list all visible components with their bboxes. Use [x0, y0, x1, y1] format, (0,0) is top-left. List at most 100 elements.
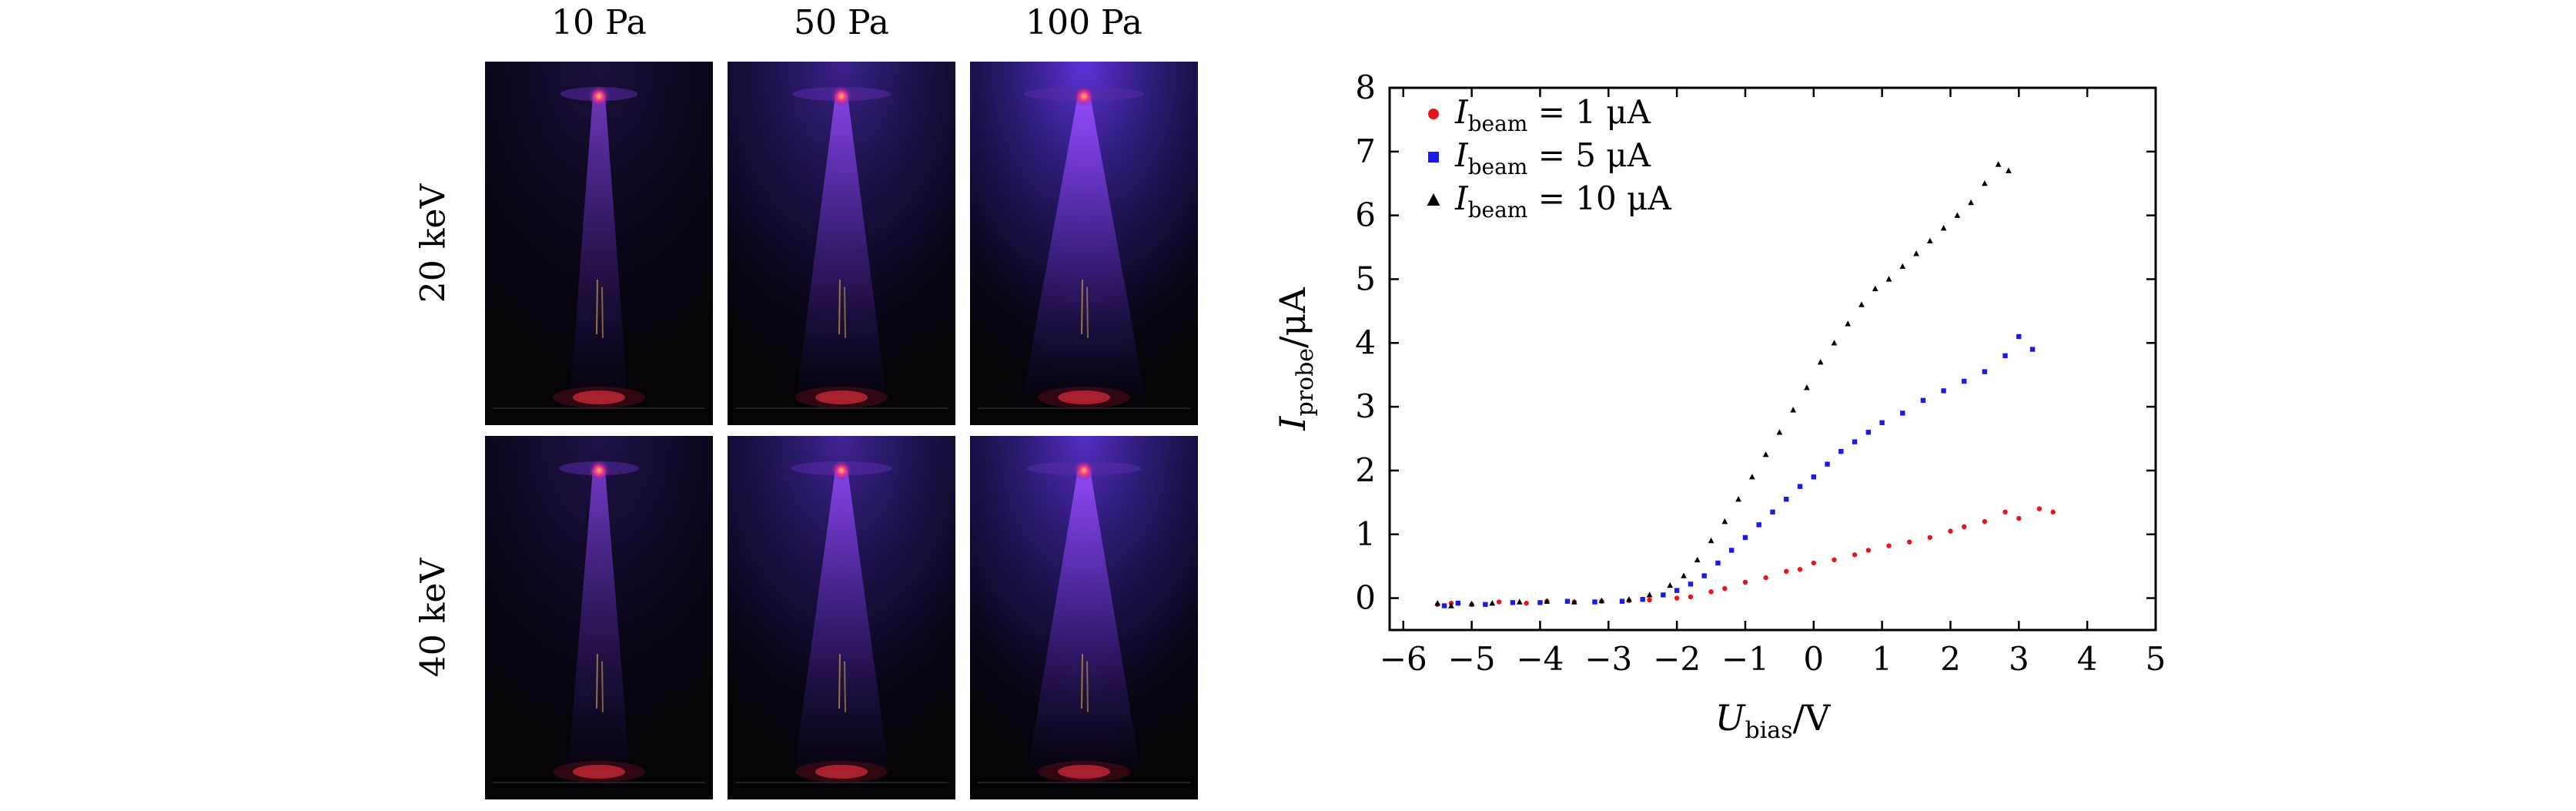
photo-20kev-10pa: [485, 62, 713, 425]
photo-40kev-50pa: [728, 436, 955, 799]
data-point: [1571, 598, 1577, 605]
legend-marker: [1428, 109, 1439, 119]
data-point: [1434, 600, 1441, 606]
legend-label: Ibeam = 10 μA: [1454, 179, 1671, 223]
y-tick-label: 3: [1355, 387, 1376, 425]
x-tick-label: −3: [1584, 640, 1632, 678]
data-point: [1962, 378, 1967, 384]
series-2: [1441, 333, 2036, 608]
data-point: [1516, 598, 1523, 605]
data-point: [2016, 515, 2022, 521]
photo-40kev-10pa: [485, 436, 713, 799]
data-point: [1900, 411, 1905, 416]
data-point: [1640, 597, 1645, 602]
data-point: [1926, 237, 1933, 243]
data-point: [1448, 602, 1454, 608]
data-point: [1510, 600, 1516, 605]
data-point: [1728, 548, 1735, 553]
data-point: [2002, 509, 2008, 514]
data-point: [1811, 474, 1817, 480]
x-tick-label: −5: [1448, 640, 1496, 678]
data-point: [1886, 543, 1892, 548]
data-point: [1940, 225, 1947, 231]
legend-marker: [1427, 193, 1440, 206]
data-point: [1598, 597, 1605, 604]
data-point: [1790, 407, 1796, 413]
data-point: [1885, 276, 1892, 282]
y-axis-label: Iprobe/μA: [1272, 287, 1319, 431]
data-point: [1661, 592, 1666, 598]
x-tick-label: 4: [2077, 640, 2098, 678]
data-point: [1763, 575, 1768, 581]
data-point: [1742, 535, 1748, 541]
data-point: [1913, 250, 1919, 256]
data-point: [1852, 552, 1858, 558]
data-point: [1968, 199, 1974, 206]
data-point: [1646, 591, 1653, 598]
data-point: [1694, 556, 1701, 563]
data-point: [1742, 579, 1748, 585]
data-point: [1674, 595, 1680, 601]
data-point: [1811, 560, 1817, 566]
data-point: [1667, 581, 1674, 588]
data-point: [1681, 572, 1687, 578]
data-point: [2002, 353, 2008, 359]
y-tick-label: 5: [1355, 260, 1376, 297]
data-point: [1468, 600, 1475, 607]
data-point: [1797, 567, 1803, 572]
column-label: 10 Pa: [551, 3, 647, 42]
data-point: [1948, 528, 1953, 534]
data-point: [1920, 397, 1926, 404]
data-point: [1564, 598, 1571, 604]
y-tick-label: 2: [1355, 451, 1376, 489]
data-point: [1879, 420, 1885, 426]
data-point: [1619, 598, 1625, 604]
data-point: [1489, 600, 1496, 606]
x-tick-label: −6: [1380, 640, 1427, 678]
data-point: [1825, 461, 1830, 467]
legend-marker: [1428, 152, 1439, 163]
data-point: [2006, 167, 2012, 173]
legend-label: Ibeam = 5 μA: [1454, 136, 1651, 179]
data-point: [1954, 212, 1961, 218]
y-tick-label: 0: [1355, 579, 1376, 617]
data-point: [2036, 506, 2042, 511]
data-point: [1756, 522, 1761, 528]
data-point: [1899, 263, 1906, 270]
y-tick-label: 1: [1355, 515, 1376, 553]
x-tick-label: −1: [1721, 640, 1769, 678]
data-point: [1982, 519, 1988, 524]
data-point: [1524, 601, 1529, 606]
photo-40kev-100pa: [970, 436, 1198, 799]
y-tick-label: 6: [1355, 196, 1376, 234]
data-point: [1708, 537, 1715, 544]
data-point: [1982, 369, 1988, 374]
data-point: [1872, 285, 1878, 292]
data-point: [1537, 600, 1543, 605]
data-point: [1455, 601, 1461, 606]
data-point: [1838, 448, 1844, 454]
column-label: 100 Pa: [1025, 3, 1142, 42]
data-point: [1544, 598, 1551, 604]
data-point: [2016, 333, 2022, 340]
x-tick-label: −4: [1516, 640, 1564, 678]
data-point: [1688, 581, 1694, 587]
x-tick-label: 0: [1803, 640, 1824, 678]
data-point: [1858, 301, 1865, 307]
x-axis-label: Ubias/V: [1715, 697, 1831, 744]
photo-20kev-50pa: [728, 62, 955, 425]
legend-label: Ibeam = 1 μA: [1454, 93, 1651, 136]
data-point: [1762, 451, 1769, 457]
data-point: [1701, 573, 1707, 578]
data-point: [1715, 560, 1721, 566]
data-point: [1906, 539, 1912, 545]
x-tick-label: −2: [1653, 640, 1701, 678]
series-1: [1434, 506, 2056, 608]
data-point: [1865, 430, 1872, 435]
data-point: [1647, 597, 1652, 603]
y-tick-label: 8: [1355, 69, 1376, 106]
data-point: [1927, 535, 1933, 541]
data-point: [1804, 384, 1810, 390]
data-point: [1982, 180, 1988, 186]
y-tick-label: 4: [1355, 323, 1376, 361]
